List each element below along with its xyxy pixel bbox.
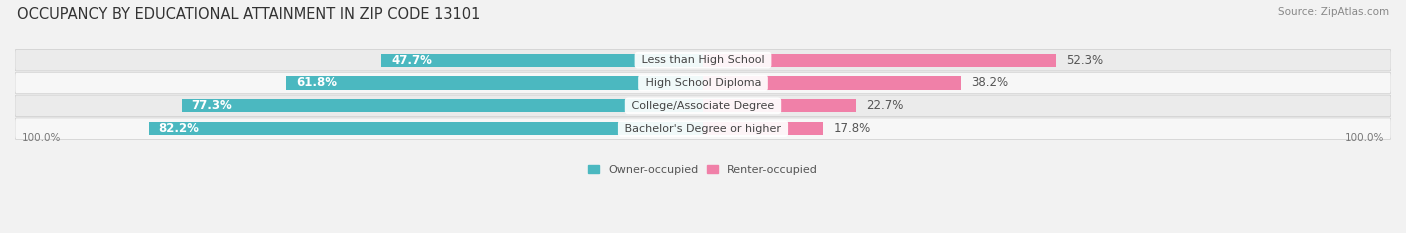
Text: 100.0%: 100.0% xyxy=(1346,133,1385,143)
FancyBboxPatch shape xyxy=(15,95,1391,116)
Text: 17.8%: 17.8% xyxy=(834,122,870,135)
FancyBboxPatch shape xyxy=(15,49,1391,71)
Text: 82.2%: 82.2% xyxy=(159,122,200,135)
Bar xyxy=(703,99,856,113)
Legend: Owner-occupied, Renter-occupied: Owner-occupied, Renter-occupied xyxy=(583,160,823,179)
Text: College/Associate Degree: College/Associate Degree xyxy=(628,101,778,111)
Text: 100.0%: 100.0% xyxy=(21,133,60,143)
Bar xyxy=(381,54,703,67)
Bar xyxy=(703,54,1056,67)
Text: Source: ZipAtlas.com: Source: ZipAtlas.com xyxy=(1278,7,1389,17)
Text: 52.3%: 52.3% xyxy=(1066,54,1104,67)
FancyBboxPatch shape xyxy=(15,118,1391,139)
Text: 47.7%: 47.7% xyxy=(391,54,432,67)
Bar xyxy=(703,76,960,90)
Text: 38.2%: 38.2% xyxy=(970,76,1008,89)
Text: 61.8%: 61.8% xyxy=(297,76,337,89)
Text: Less than High School: Less than High School xyxy=(638,55,768,65)
Bar xyxy=(149,122,703,135)
Text: Bachelor's Degree or higher: Bachelor's Degree or higher xyxy=(621,124,785,134)
Bar xyxy=(703,122,823,135)
Text: 22.7%: 22.7% xyxy=(866,99,904,112)
Bar xyxy=(287,76,703,90)
FancyBboxPatch shape xyxy=(15,72,1391,94)
Text: High School Diploma: High School Diploma xyxy=(641,78,765,88)
Text: 77.3%: 77.3% xyxy=(191,99,232,112)
Text: OCCUPANCY BY EDUCATIONAL ATTAINMENT IN ZIP CODE 13101: OCCUPANCY BY EDUCATIONAL ATTAINMENT IN Z… xyxy=(17,7,481,22)
Bar xyxy=(181,99,703,113)
